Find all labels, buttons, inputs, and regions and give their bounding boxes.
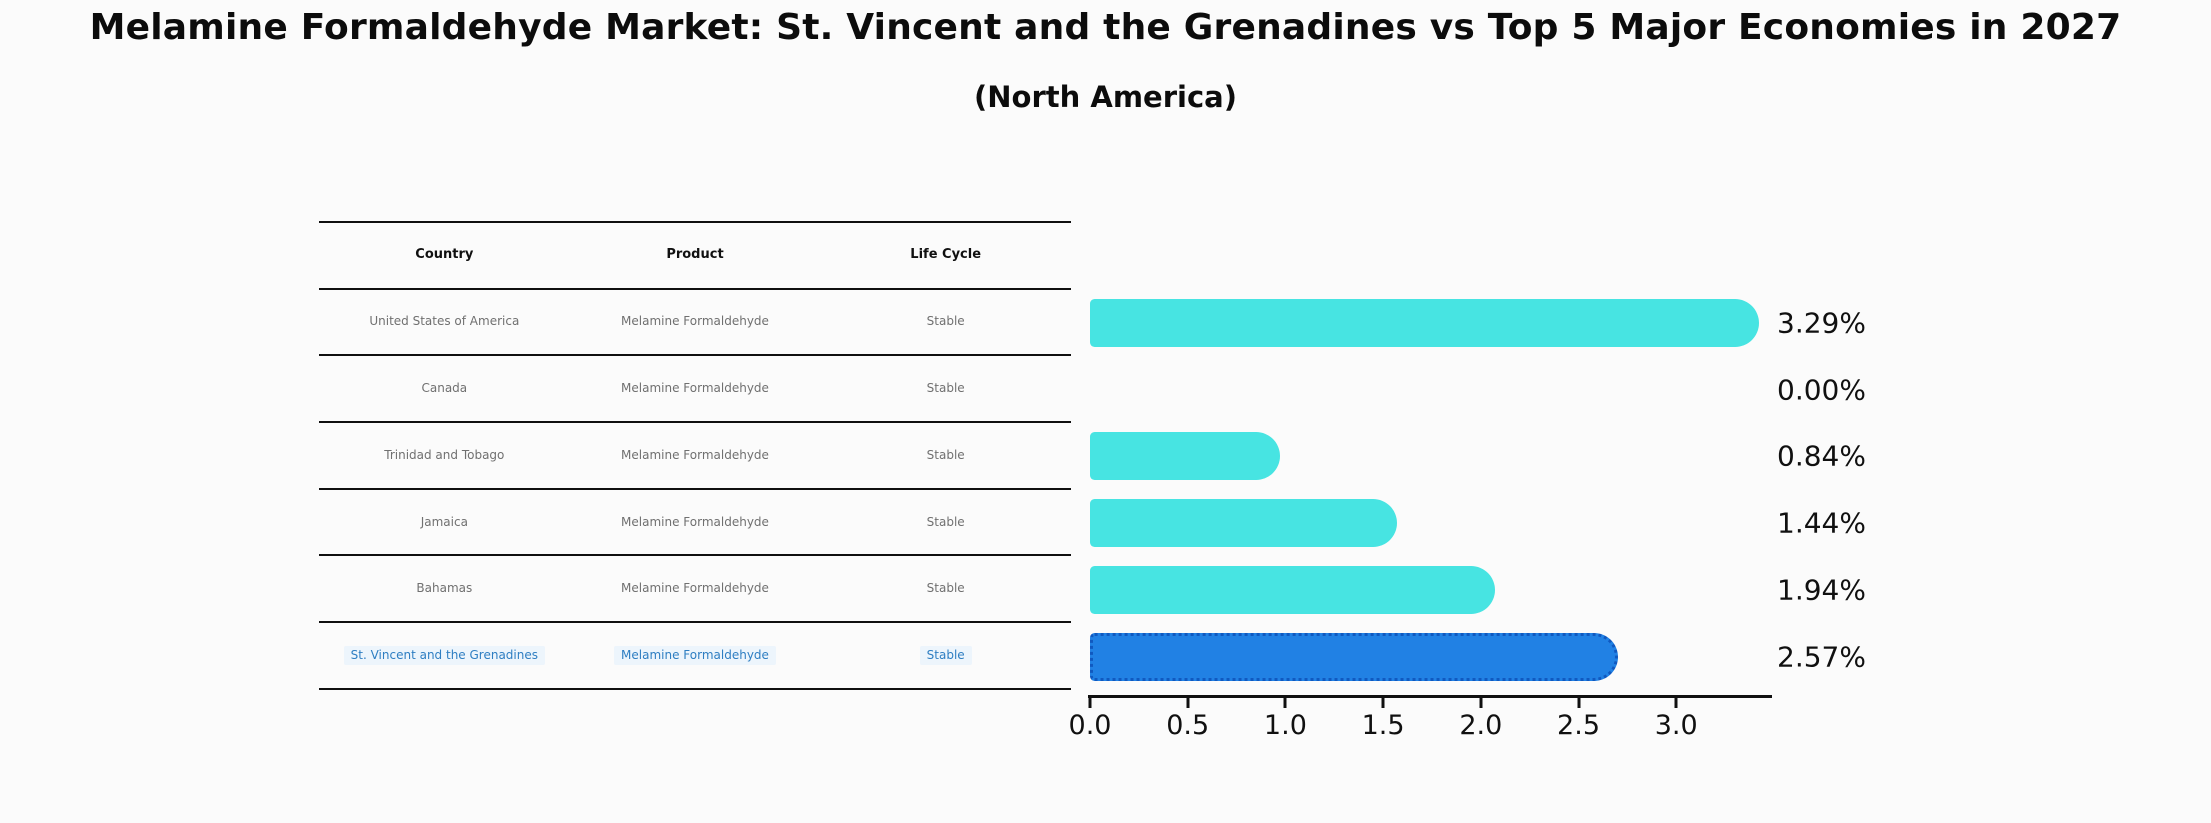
x-axis-tick-label: 2.5 bbox=[1557, 710, 1601, 741]
bar bbox=[1090, 299, 1759, 348]
table-cell-life-cycle: Stable bbox=[820, 645, 1071, 666]
table-header-row: Country Product Life Cycle bbox=[319, 223, 1071, 290]
table-cell-country: Canada bbox=[421, 381, 468, 396]
bar-value-label: 1.44% bbox=[1777, 506, 1866, 540]
x-axis-tick-mark bbox=[1479, 698, 1483, 708]
table-row: Trinidad and Tobago Melamine Formaldehyd… bbox=[319, 423, 1071, 490]
table-row: Bahamas Melamine Formaldehyde Stable bbox=[319, 556, 1071, 624]
x-axis-tick-mark bbox=[1283, 698, 1287, 708]
table-cell-product: Melamine Formaldehyde bbox=[621, 447, 769, 462]
table-row: United States of America Melamine Formal… bbox=[319, 290, 1071, 357]
chart-subtitle: (North America) bbox=[974, 80, 1237, 114]
table-header-life-cycle: Life Cycle bbox=[910, 247, 982, 263]
x-axis-tick-mark bbox=[1381, 698, 1385, 708]
table-cell-country: Trinidad and Tobago bbox=[384, 447, 505, 462]
table-header-product: Product bbox=[666, 247, 724, 263]
bar-value-label: 3.29% bbox=[1777, 306, 1866, 340]
x-axis-line bbox=[1088, 695, 1772, 698]
x-axis-tick-label: 2.0 bbox=[1459, 710, 1503, 741]
table-cell-country: United States of America bbox=[369, 314, 520, 329]
table-header-country: Country bbox=[415, 247, 474, 263]
country-table: Country Product Life Cycle United States… bbox=[319, 221, 1071, 690]
table-row: Jamaica Melamine Formaldehyde Stable bbox=[319, 490, 1071, 557]
table-cell-country: Jamaica bbox=[420, 514, 468, 529]
chart-title: Melamine Formaldehyde Market: St. Vincen… bbox=[89, 7, 2122, 48]
table-body: United States of America Melamine Formal… bbox=[319, 290, 1071, 690]
bar bbox=[1090, 432, 1281, 481]
table-cell-life-cycle: Stable bbox=[926, 514, 965, 529]
x-axis-tick-mark bbox=[1088, 698, 1092, 708]
table-cell-country: St. Vincent and the Grenadines bbox=[319, 645, 570, 666]
x-axis-tick-label: 3.0 bbox=[1654, 710, 1698, 741]
x-axis-tick-label: 1.0 bbox=[1263, 710, 1307, 741]
bar-value-label: 1.94% bbox=[1777, 573, 1866, 607]
x-axis-tick-mark bbox=[1186, 698, 1190, 708]
table-cell-country: Bahamas bbox=[416, 581, 473, 596]
bar bbox=[1090, 565, 1496, 614]
bar-highlighted bbox=[1090, 632, 1619, 681]
x-axis-tick-mark bbox=[1674, 698, 1678, 708]
table-cell-life-cycle: Stable bbox=[926, 381, 965, 396]
table-cell-product: Melamine Formaldehyde bbox=[570, 645, 821, 666]
bar-value-label: 2.57% bbox=[1777, 640, 1866, 674]
table-cell-product: Melamine Formaldehyde bbox=[621, 514, 769, 529]
table-cell-life-cycle: Stable bbox=[926, 314, 965, 329]
bar-value-label: 0.84% bbox=[1777, 439, 1866, 473]
table-cell-life-cycle: Stable bbox=[926, 447, 965, 462]
x-axis-tick-mark bbox=[1577, 698, 1581, 708]
table-row: St. Vincent and the Grenadines Melamine … bbox=[319, 623, 1071, 690]
table-cell-life-cycle: Stable bbox=[926, 581, 965, 596]
x-axis-tick-label: 0.5 bbox=[1166, 710, 1210, 741]
table-cell-product: Melamine Formaldehyde bbox=[621, 381, 769, 396]
table-row: Canada Melamine Formaldehyde Stable bbox=[319, 356, 1071, 424]
table-cell-product: Melamine Formaldehyde bbox=[621, 314, 769, 329]
table-cell-product: Melamine Formaldehyde bbox=[621, 581, 769, 596]
x-axis-tick-label: 1.5 bbox=[1361, 710, 1405, 741]
bar bbox=[1090, 499, 1398, 548]
x-axis-tick-label: 0.0 bbox=[1068, 710, 1112, 741]
bar-value-label: 0.00% bbox=[1777, 373, 1866, 407]
